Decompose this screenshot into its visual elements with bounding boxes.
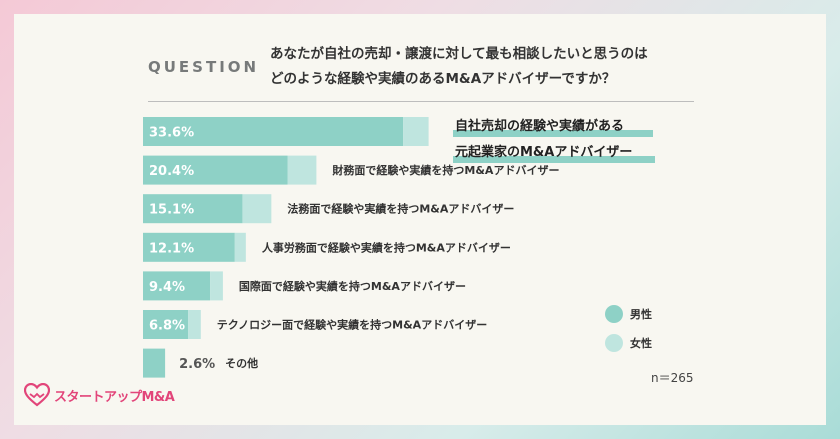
bar-female [210, 271, 223, 301]
question-label: QUESTION [148, 58, 260, 76]
category-label: その他 [225, 356, 258, 370]
bar-female [242, 194, 272, 224]
highlight-underline [453, 130, 653, 137]
bar-male [143, 194, 243, 224]
legend-male-swatch [605, 305, 623, 323]
bar-male [143, 271, 211, 301]
bar-male [143, 117, 404, 146]
bar-male [143, 310, 189, 339]
bar-value-label: 9.4% [149, 280, 185, 295]
bar-value-label: 12.1% [149, 241, 194, 256]
question-text: あなたが自社の売却・譲渡に対して最も相談したいと思うのは どのような経験や実績の… [270, 42, 710, 92]
brand-name: スタートアップM&A [54, 389, 175, 405]
bar-value-label: 6.8% [149, 319, 185, 334]
category-label-highlight: 自社売却の経験や実績がある [455, 118, 624, 134]
category-label-highlight: 元起業家のM&Aアドバイザー [455, 144, 632, 160]
category-label: 財務面で経験や実績を持つM&Aアドバイザー [331, 163, 559, 177]
bar-female [234, 232, 246, 262]
legend-female-swatch [605, 334, 623, 352]
category-label: 国際面で経験や実績を持つM&Aアドバイザー [239, 279, 466, 293]
divider [148, 101, 694, 102]
bar-value-label: 20.4% [149, 164, 194, 179]
category-label: 法務面で経験や実績を持つM&Aアドバイザー [287, 202, 514, 216]
bar-value-label: 2.6% [179, 357, 215, 372]
bar-male [143, 232, 235, 262]
legend-female-label: 女性 [630, 336, 652, 350]
bar-male [143, 155, 288, 185]
legend: 男性 女性 [605, 305, 652, 352]
heart-handshake-icon [24, 383, 50, 407]
bar-value-label: 15.1% [149, 203, 194, 218]
sample-size: n＝265 [651, 371, 694, 385]
bar-female [287, 155, 317, 185]
bar-male [143, 348, 166, 378]
bar-value-label: 33.6% [149, 126, 194, 141]
brand-logo: スタートアップM&A [24, 381, 175, 409]
question-line-2: どのような経験や実績のあるM&Aアドバイザーですか？ [270, 71, 616, 87]
category-label: テクノロジー面で経験や実績を持つM&Aアドバイザー [217, 318, 487, 332]
question-line-1: あなたが自社の売却・譲渡に対して最も相談したいと思うのは [270, 46, 648, 62]
category-label: 人事労務面で経験や実績を持つM&Aアドバイザー [262, 240, 511, 254]
bar-female [403, 117, 429, 146]
bar-female [188, 310, 201, 339]
highlight-underline [453, 156, 655, 163]
legend-male-label: 男性 [630, 307, 652, 321]
